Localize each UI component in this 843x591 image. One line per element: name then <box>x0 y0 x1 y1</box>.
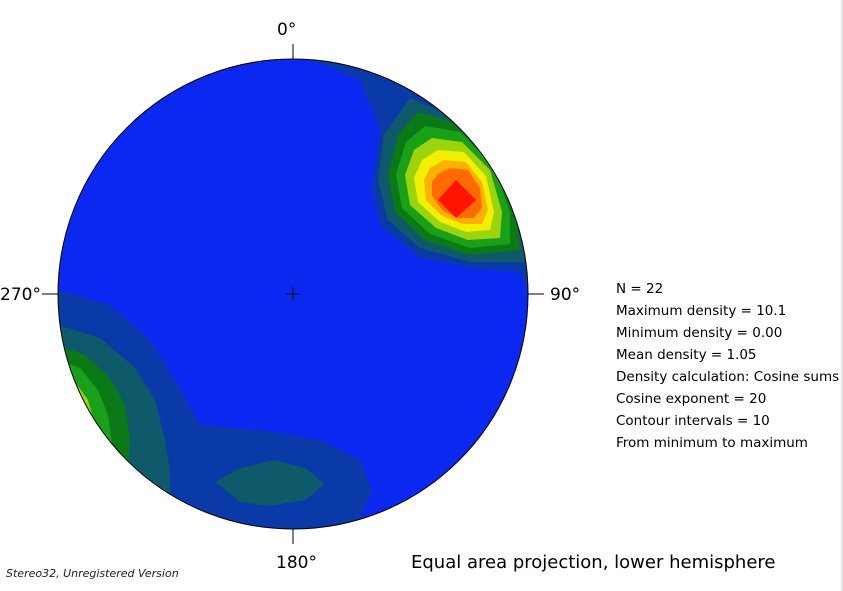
window-edge <box>841 0 843 591</box>
stat-maximum-density: Maximum density = 10.1 <box>616 303 787 319</box>
stat-density-calculation: Density calculation: Cosine sums <box>616 369 840 385</box>
stat-contour-intervals: Contour intervals = 10 <box>616 413 770 429</box>
compass-label-north: 0° <box>277 20 297 40</box>
compass-label-west: 270° <box>0 285 41 305</box>
stat-n: N = 22 <box>616 281 664 297</box>
density-contours <box>58 59 528 529</box>
contour-level-6-sw <box>58 392 80 434</box>
stat-minimum-density: Minimum density = 0.00 <box>616 325 783 341</box>
contour-level-2-s <box>215 460 325 506</box>
compass-label-south: 180° <box>276 553 317 573</box>
cardinal-ticks <box>42 44 544 544</box>
projection-caption: Equal area projection, lower hemisphere <box>411 552 776 573</box>
stat-cosine-exponent: Cosine exponent = 20 <box>616 391 767 407</box>
stat-range-note: From minimum to maximum <box>616 435 808 451</box>
statistics-panel: N = 22 Maximum density = 10.1 Minimum de… <box>616 278 839 454</box>
contour-level-9 <box>438 180 476 218</box>
center-cross <box>286 287 300 301</box>
stat-mean-density: Mean density = 1.05 <box>616 347 757 363</box>
compass-label-east: 90° <box>550 285 581 305</box>
watermark-text: Stereo32, Unregistered Version <box>6 567 179 580</box>
